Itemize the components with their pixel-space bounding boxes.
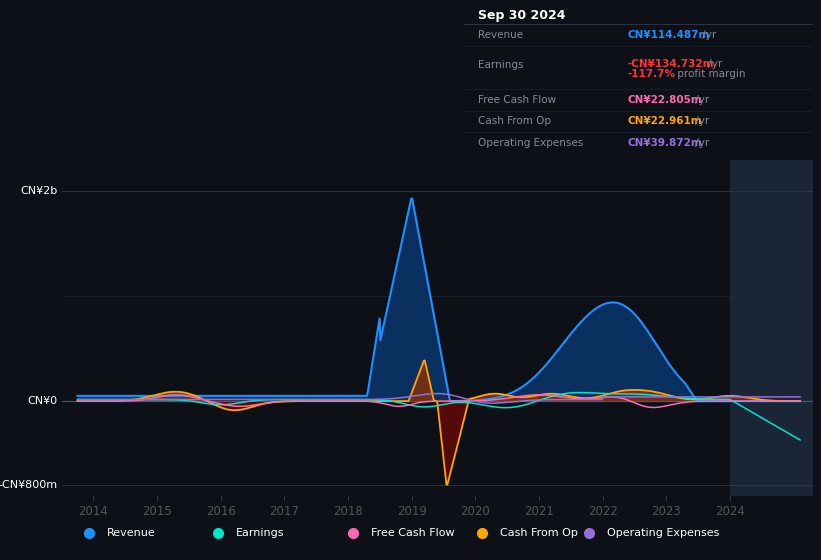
Text: -117.7%: -117.7% [628,69,676,79]
Text: -CN¥800m: -CN¥800m [0,480,57,490]
Text: Earnings: Earnings [236,529,284,538]
Text: /yr: /yr [692,95,709,105]
Text: Operating Expenses: Operating Expenses [478,138,583,148]
Text: CN¥22.961m: CN¥22.961m [628,116,703,127]
Text: profit margin: profit margin [673,69,745,79]
Text: CN¥22.805m: CN¥22.805m [628,95,703,105]
Text: Cash From Op: Cash From Op [478,116,551,127]
Text: /yr: /yr [692,116,709,127]
Text: -CN¥134.732m: -CN¥134.732m [628,59,714,69]
Text: Earnings: Earnings [478,60,523,70]
Text: Free Cash Flow: Free Cash Flow [371,529,455,538]
Text: /yr: /yr [705,59,722,69]
Text: /yr: /yr [692,138,709,148]
Text: CN¥39.872m: CN¥39.872m [628,138,703,148]
Text: Free Cash Flow: Free Cash Flow [478,95,556,105]
Text: Sep 30 2024: Sep 30 2024 [478,10,566,22]
Bar [730,160,821,496]
Text: Revenue: Revenue [478,30,523,40]
Text: Operating Expenses: Operating Expenses [607,529,719,538]
Text: /yr: /yr [699,30,716,40]
Text: Revenue: Revenue [107,529,156,538]
Text: CN¥0: CN¥0 [28,396,57,406]
Text: CN¥114.487m: CN¥114.487m [628,30,710,40]
Text: Cash From Op: Cash From Op [500,529,578,538]
Text: CN¥2b: CN¥2b [21,186,57,196]
